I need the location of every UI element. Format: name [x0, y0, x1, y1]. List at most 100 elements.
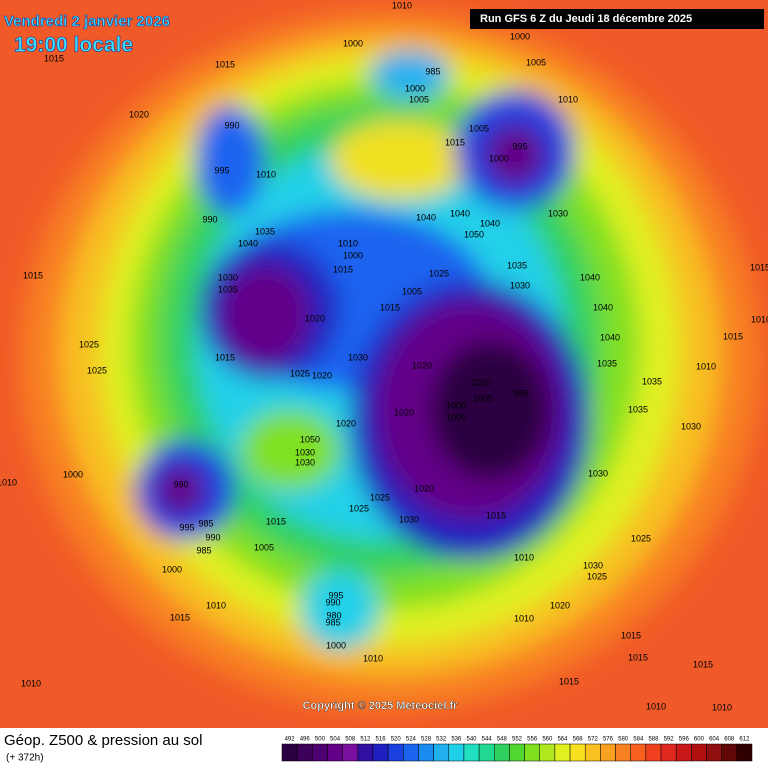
legend-label: 568 — [573, 737, 584, 743]
pressure-label: 1015 — [559, 676, 579, 686]
pressure-label: 995 — [179, 522, 194, 532]
pressure-label: 1015 — [23, 270, 43, 280]
pressure-label: 995 — [512, 141, 527, 151]
legend-label: 556 — [527, 737, 538, 743]
legend-label: 600 — [694, 737, 705, 743]
legend-label: 528 — [421, 737, 432, 743]
pressure-label: 1000 — [489, 153, 509, 163]
legend-label: 596 — [679, 737, 690, 743]
geopotential-field — [20, 10, 760, 710]
pressure-label: 995 — [214, 165, 229, 175]
pressure-label: 1005 — [254, 542, 274, 552]
pressure-label: 980 — [326, 610, 341, 620]
legend-label: 592 — [664, 737, 675, 743]
pressure-label: 1010 — [471, 377, 491, 387]
pressure-label: 1030 — [348, 352, 368, 362]
pressure-label: 1015 — [44, 53, 64, 63]
pressure-label: 1025 — [349, 503, 369, 513]
pressure-label: 990 — [202, 214, 217, 224]
pressure-label: 1020 — [414, 483, 434, 493]
pressure-label: 1000 — [510, 31, 530, 41]
pressure-label: 1035 — [218, 284, 238, 294]
pressure-label: 1010 — [363, 653, 383, 663]
pressure-label: 1025 — [429, 268, 449, 278]
pressure-label: 1040 — [480, 218, 500, 228]
legend-label: 520 — [391, 737, 402, 743]
legend-swatch — [281, 743, 298, 762]
pressure-label: 1000 — [343, 38, 363, 48]
pressure-label: 1010 — [256, 169, 276, 179]
legend-label: 508 — [345, 737, 356, 743]
pressure-label: 1020 — [412, 360, 432, 370]
legend-label: 532 — [436, 737, 447, 743]
legend-label: 504 — [330, 737, 341, 743]
legend-swatch — [448, 743, 465, 762]
legend-label: 560 — [542, 737, 553, 743]
legend-label: 552 — [512, 737, 523, 743]
legend-swatch — [539, 743, 556, 762]
pressure-label: 990 — [173, 479, 188, 489]
pressure-label: 1000 — [446, 412, 466, 422]
legend-label: 548 — [497, 737, 508, 743]
legend-swatch — [630, 743, 647, 762]
legend-swatch — [372, 743, 389, 762]
legend-swatch — [296, 743, 313, 762]
legend-swatch — [463, 743, 480, 762]
pressure-label: 1000 — [446, 400, 466, 410]
legend-label: 540 — [467, 737, 478, 743]
pressure-label: 1035 — [507, 260, 527, 270]
pressure-label: 1010 — [392, 0, 412, 10]
legend-label: 580 — [618, 737, 629, 743]
pressure-label: 1030 — [295, 447, 315, 457]
legend-label: 524 — [406, 737, 417, 743]
pressure-label: 1015 — [215, 59, 235, 69]
pressure-labels: 1010 1000 1000 1015 1015 985 1005 1000 1005 1010 1… — [0, 0, 768, 712]
pressure-label: 1010 — [514, 552, 534, 562]
pressure-label: 1010 — [558, 94, 578, 104]
pressure-label: 1020 — [305, 313, 325, 323]
pressure-label: 1020 — [550, 600, 570, 610]
pressure-label: 1025 — [631, 533, 651, 543]
pressure-label: 1005 — [409, 94, 429, 104]
pressure-label: 1015 — [628, 652, 648, 662]
legend-label: 576 — [603, 737, 614, 743]
pressure-label: 1040 — [238, 238, 258, 248]
pressure-label: 1005 — [402, 286, 422, 296]
pressure-label: 1005 — [469, 123, 489, 133]
pressure-label: 1010 — [696, 361, 716, 371]
pressure-label: 1000 — [162, 564, 182, 574]
pressure-label: 1015 — [333, 264, 353, 274]
pressure-label: 1040 — [416, 212, 436, 222]
pressure-label: 985 — [196, 545, 211, 555]
pressure-label: 985 — [198, 518, 213, 528]
pressure-label: 1030 — [681, 421, 701, 431]
pressure-label: 1035 — [597, 358, 617, 368]
pressure-label: 1020 — [129, 109, 149, 119]
pressure-label: 1015 — [723, 331, 743, 341]
pressure-label: 1030 — [548, 208, 568, 218]
pressure-label: 1010 — [751, 314, 768, 324]
pressure-label: 1015 — [215, 352, 235, 362]
pressure-label: 1030 — [295, 457, 315, 467]
legend-label: 564 — [557, 737, 568, 743]
pressure-label: 1015 — [170, 612, 190, 622]
legend-swatch — [403, 743, 419, 762]
pressure-label: 1035 — [255, 226, 275, 236]
pressure-label: 1030 — [218, 272, 238, 282]
pressure-label: 1015 — [621, 630, 641, 640]
legend-label: 608 — [724, 737, 735, 743]
legend: 492 496 500 504 508 512 516 520 524 528 532 536 540 5… — [281, 737, 753, 762]
legend-swatch — [327, 743, 343, 762]
pressure-label: 1025 — [87, 365, 107, 375]
legend-swatch — [478, 743, 495, 762]
pressure-label: 1035 — [628, 404, 648, 414]
pressure-label: 1025 — [587, 571, 607, 581]
pressure-label: 995 — [513, 388, 528, 398]
pressure-label: 995 — [328, 590, 343, 600]
pressure-label: 1005 — [526, 57, 546, 67]
legend-swatch — [584, 743, 601, 762]
legend-label: 612 — [739, 737, 750, 743]
date: Vendredi 2 janvier 2026 — [4, 13, 170, 30]
legend-swatch — [600, 743, 616, 762]
